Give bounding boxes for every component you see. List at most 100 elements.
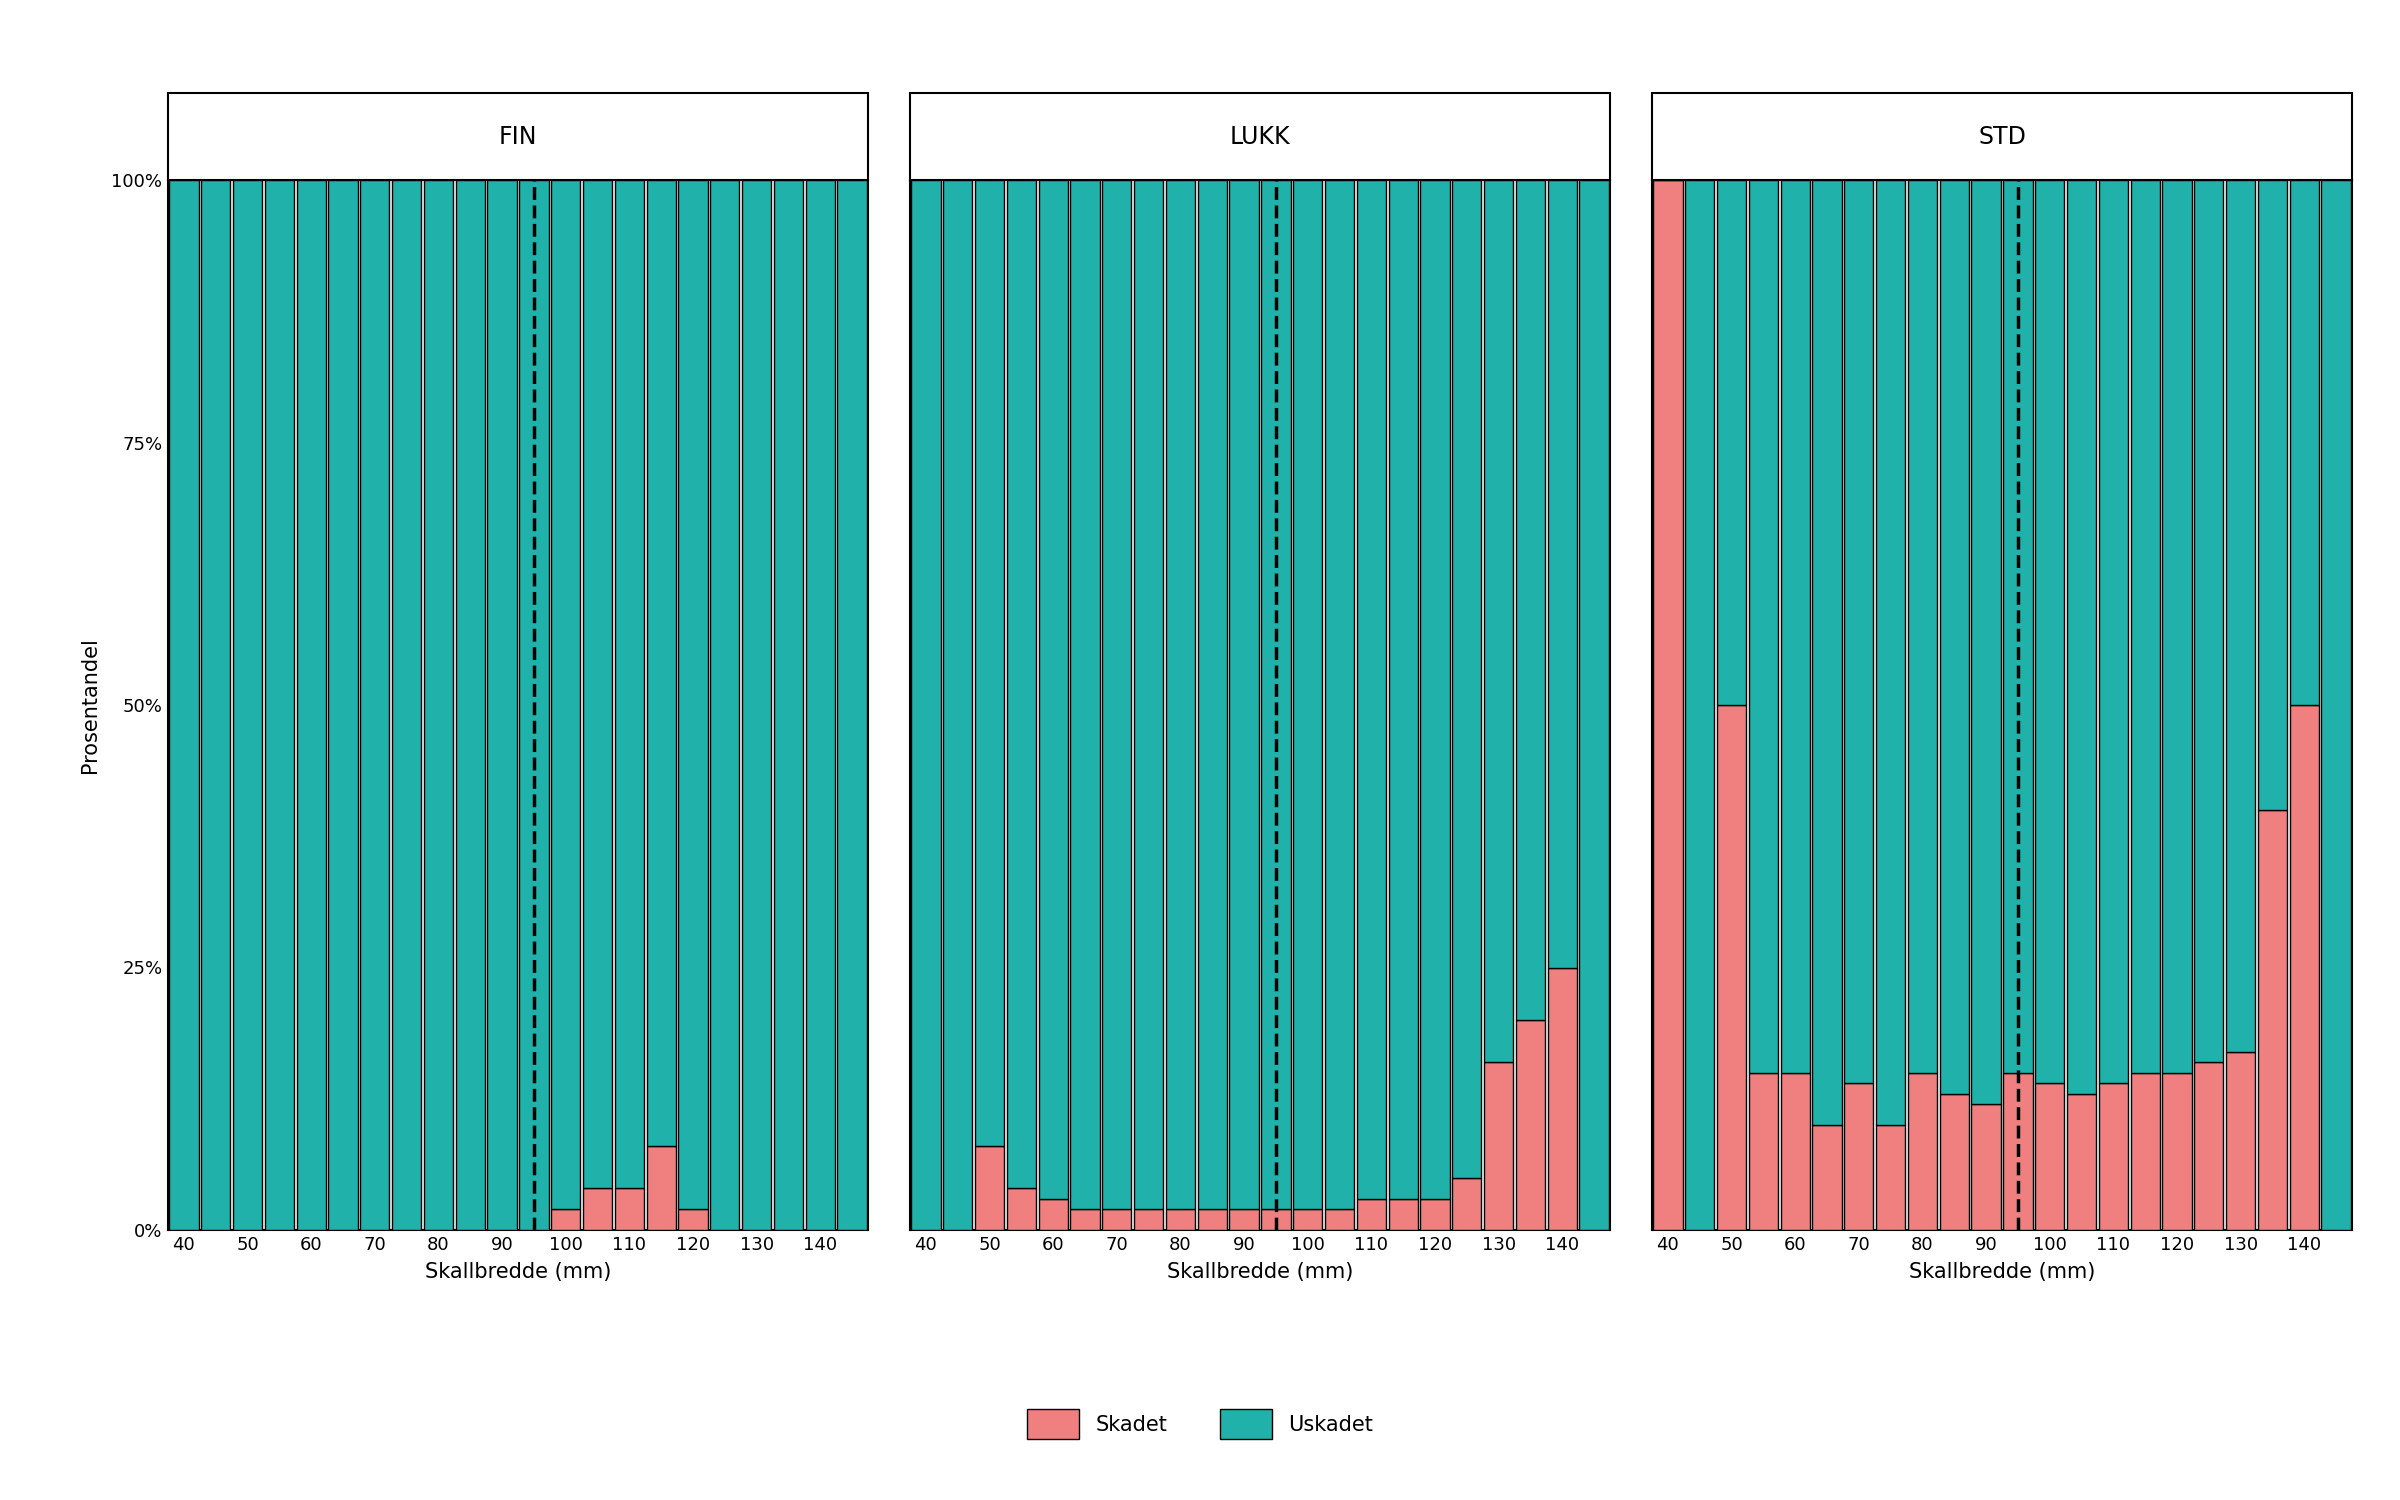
Bar bbox=[679, 1209, 708, 1230]
Bar bbox=[1452, 180, 1481, 1178]
Bar bbox=[1579, 180, 1608, 1230]
Bar bbox=[2258, 180, 2287, 810]
Bar bbox=[710, 180, 739, 1230]
Bar bbox=[2290, 705, 2318, 1230]
Bar bbox=[1325, 180, 1354, 1209]
Bar bbox=[742, 180, 770, 1230]
Bar bbox=[1517, 1020, 1546, 1230]
Bar bbox=[360, 180, 389, 1230]
Bar bbox=[806, 180, 835, 1230]
Bar bbox=[552, 180, 581, 1209]
Bar bbox=[2258, 810, 2287, 1230]
Bar bbox=[1908, 1072, 1937, 1230]
Bar bbox=[1517, 180, 1546, 1020]
Bar bbox=[1325, 1209, 1354, 1230]
Bar bbox=[1421, 180, 1450, 1198]
Bar bbox=[391, 180, 422, 1230]
Bar bbox=[1716, 705, 1747, 1230]
Bar bbox=[518, 180, 550, 1230]
Bar bbox=[1781, 180, 1810, 1072]
Bar bbox=[2004, 1072, 2033, 1230]
Bar bbox=[1262, 180, 1291, 1209]
Bar bbox=[1166, 180, 1195, 1209]
Bar bbox=[264, 180, 295, 1230]
Bar bbox=[1421, 1198, 1450, 1230]
Bar bbox=[1039, 180, 1068, 1198]
Bar bbox=[1356, 1198, 1387, 1230]
Bar bbox=[838, 180, 866, 1230]
Bar bbox=[1548, 180, 1577, 968]
Bar bbox=[614, 1188, 643, 1230]
Bar bbox=[2194, 180, 2222, 1062]
Bar bbox=[1294, 180, 1322, 1209]
Bar bbox=[1877, 1125, 1906, 1230]
Bar bbox=[329, 180, 358, 1230]
Bar bbox=[2066, 1094, 2095, 1230]
Bar bbox=[1812, 1125, 1841, 1230]
Bar bbox=[2290, 180, 2318, 705]
Bar bbox=[1070, 180, 1099, 1209]
Bar bbox=[583, 1188, 612, 1230]
Bar bbox=[2098, 180, 2129, 1083]
Bar bbox=[1750, 180, 1778, 1072]
Bar bbox=[2035, 180, 2064, 1083]
Bar bbox=[1135, 180, 1164, 1209]
Bar bbox=[2194, 1062, 2222, 1230]
Bar bbox=[1812, 180, 1841, 1125]
Bar bbox=[1006, 180, 1037, 1188]
Bar bbox=[974, 1146, 1003, 1230]
Bar bbox=[2066, 180, 2095, 1094]
Bar bbox=[1781, 1072, 1810, 1230]
Bar bbox=[456, 180, 485, 1230]
Bar bbox=[1166, 1209, 1195, 1230]
X-axis label: Skallbredde (mm): Skallbredde (mm) bbox=[1908, 1262, 2095, 1282]
Bar bbox=[170, 180, 199, 1230]
Bar bbox=[1483, 1062, 1514, 1230]
Bar bbox=[1006, 1188, 1037, 1230]
Bar bbox=[1262, 1209, 1291, 1230]
Bar bbox=[1102, 1209, 1130, 1230]
Bar bbox=[1939, 1094, 1968, 1230]
Bar bbox=[2004, 180, 2033, 1072]
Bar bbox=[1750, 1072, 1778, 1230]
Bar bbox=[233, 180, 262, 1230]
Bar bbox=[1198, 180, 1226, 1209]
Bar bbox=[1390, 180, 1418, 1198]
Bar bbox=[2035, 1083, 2064, 1230]
Bar bbox=[1135, 1209, 1164, 1230]
Bar bbox=[1229, 180, 1258, 1209]
Bar bbox=[1908, 180, 1937, 1072]
Bar bbox=[2131, 1072, 2160, 1230]
Bar bbox=[614, 180, 643, 1188]
Bar bbox=[202, 180, 230, 1230]
X-axis label: Skallbredde (mm): Skallbredde (mm) bbox=[425, 1262, 612, 1282]
Bar bbox=[1877, 180, 1906, 1125]
Bar bbox=[1356, 180, 1387, 1198]
Bar bbox=[2227, 1052, 2256, 1230]
Bar bbox=[2162, 1072, 2191, 1230]
Text: LUKK: LUKK bbox=[1229, 124, 1291, 148]
Bar bbox=[1548, 968, 1577, 1230]
Bar bbox=[1970, 1104, 2002, 1230]
Bar bbox=[1294, 1209, 1322, 1230]
Legend: Skadet, Uskadet: Skadet, Uskadet bbox=[1006, 1389, 1394, 1460]
Bar bbox=[1198, 1209, 1226, 1230]
Bar bbox=[912, 180, 941, 1230]
Bar bbox=[974, 180, 1003, 1146]
Bar bbox=[1102, 180, 1130, 1209]
Bar bbox=[943, 180, 972, 1230]
Bar bbox=[1843, 180, 1874, 1083]
Bar bbox=[487, 180, 516, 1230]
Bar bbox=[583, 180, 612, 1188]
Y-axis label: Prosentandel: Prosentandel bbox=[79, 638, 101, 772]
Bar bbox=[1939, 180, 1968, 1094]
Bar bbox=[2227, 180, 2256, 1052]
Bar bbox=[2321, 180, 2350, 1230]
Bar bbox=[679, 180, 708, 1209]
Bar bbox=[773, 180, 804, 1230]
Bar bbox=[552, 1209, 581, 1230]
Bar bbox=[2131, 180, 2160, 1072]
Bar bbox=[646, 1146, 677, 1230]
Bar bbox=[2098, 1083, 2129, 1230]
Bar bbox=[1390, 1198, 1418, 1230]
